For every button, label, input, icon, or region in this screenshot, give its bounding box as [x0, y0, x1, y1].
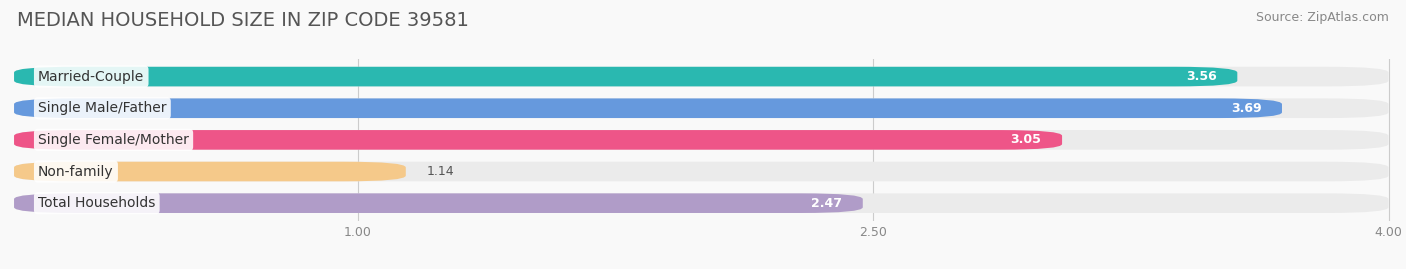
FancyBboxPatch shape — [14, 162, 406, 181]
Text: 3.05: 3.05 — [1011, 133, 1042, 146]
FancyBboxPatch shape — [14, 130, 1062, 150]
FancyBboxPatch shape — [14, 98, 1389, 118]
FancyBboxPatch shape — [14, 193, 863, 213]
Text: Married-Couple: Married-Couple — [38, 70, 145, 84]
FancyBboxPatch shape — [14, 67, 1237, 86]
FancyBboxPatch shape — [14, 162, 1389, 181]
Text: 2.47: 2.47 — [811, 197, 842, 210]
Text: 3.69: 3.69 — [1230, 102, 1261, 115]
Text: Single Female/Mother: Single Female/Mother — [38, 133, 188, 147]
FancyBboxPatch shape — [14, 130, 1389, 150]
Text: Single Male/Father: Single Male/Father — [38, 101, 167, 115]
Text: 3.56: 3.56 — [1185, 70, 1216, 83]
FancyBboxPatch shape — [14, 98, 1282, 118]
FancyBboxPatch shape — [14, 67, 1389, 86]
Text: Non-family: Non-family — [38, 165, 114, 179]
FancyBboxPatch shape — [14, 193, 1389, 213]
Text: Source: ZipAtlas.com: Source: ZipAtlas.com — [1256, 11, 1389, 24]
Text: MEDIAN HOUSEHOLD SIZE IN ZIP CODE 39581: MEDIAN HOUSEHOLD SIZE IN ZIP CODE 39581 — [17, 11, 468, 30]
Text: 1.14: 1.14 — [426, 165, 454, 178]
Text: Total Households: Total Households — [38, 196, 156, 210]
